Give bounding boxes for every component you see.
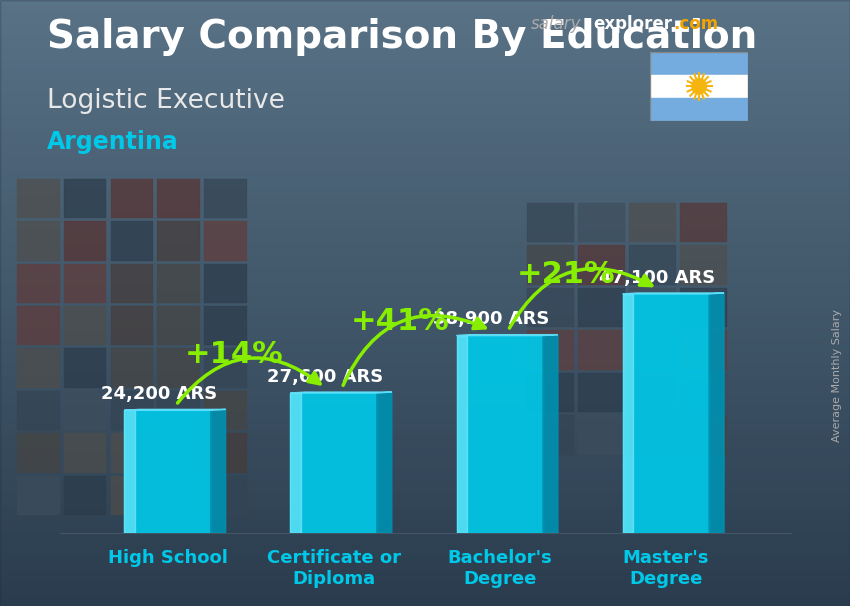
Bar	[456, 336, 467, 533]
Bar	[157, 221, 200, 261]
Bar	[157, 264, 200, 303]
Bar	[157, 391, 200, 430]
Polygon shape	[291, 392, 392, 393]
Bar	[124, 410, 134, 533]
Bar	[204, 306, 246, 345]
Bar	[629, 415, 676, 454]
Bar	[64, 264, 106, 303]
Text: .com: .com	[673, 15, 718, 33]
Bar	[124, 410, 211, 533]
Polygon shape	[456, 335, 558, 336]
Bar	[578, 288, 625, 327]
Bar	[527, 245, 574, 285]
Bar	[17, 433, 60, 473]
Bar	[291, 393, 301, 533]
Bar	[64, 221, 106, 261]
Text: 24,200 ARS: 24,200 ARS	[101, 385, 218, 403]
Text: Logistic Executive: Logistic Executive	[47, 88, 285, 114]
Bar	[204, 476, 246, 515]
Text: Salary Comparison By Education: Salary Comparison By Education	[47, 18, 757, 56]
Bar	[578, 373, 625, 412]
Bar	[527, 373, 574, 412]
Bar	[17, 391, 60, 430]
Bar	[64, 433, 106, 473]
Bar	[527, 330, 574, 370]
Bar	[204, 348, 246, 388]
Text: explorer: explorer	[593, 15, 672, 33]
Polygon shape	[377, 392, 392, 533]
Bar	[64, 391, 106, 430]
Text: +14%: +14%	[184, 340, 283, 369]
Bar	[578, 245, 625, 285]
Polygon shape	[211, 410, 225, 533]
Bar	[204, 391, 246, 430]
Bar	[64, 306, 106, 345]
Bar	[629, 330, 676, 370]
Bar	[291, 393, 377, 533]
Bar	[110, 221, 153, 261]
Bar	[629, 245, 676, 285]
Polygon shape	[623, 293, 724, 294]
Bar	[629, 203, 676, 242]
Bar	[157, 348, 200, 388]
Bar	[650, 52, 748, 75]
Bar	[680, 203, 727, 242]
Bar	[204, 264, 246, 303]
Bar	[157, 476, 200, 515]
Bar	[680, 373, 727, 412]
Bar	[64, 179, 106, 218]
Bar	[157, 433, 200, 473]
Bar	[629, 288, 676, 327]
Bar	[110, 306, 153, 345]
Text: Average Monthly Salary: Average Monthly Salary	[832, 309, 842, 442]
Circle shape	[692, 79, 706, 94]
Polygon shape	[543, 335, 558, 533]
Bar	[680, 288, 727, 327]
Bar	[110, 264, 153, 303]
Bar	[17, 306, 60, 345]
Bar	[527, 415, 574, 454]
Bar	[578, 415, 625, 454]
Bar	[110, 391, 153, 430]
Bar	[110, 179, 153, 218]
Bar	[204, 221, 246, 261]
Bar	[623, 294, 709, 533]
Bar	[64, 348, 106, 388]
Text: 47,100 ARS: 47,100 ARS	[599, 269, 716, 287]
Text: +21%: +21%	[517, 260, 615, 289]
Bar	[204, 433, 246, 473]
Bar	[17, 264, 60, 303]
Bar	[17, 348, 60, 388]
Bar	[17, 179, 60, 218]
Bar	[650, 75, 748, 98]
Polygon shape	[709, 293, 724, 533]
Bar	[110, 348, 153, 388]
Text: 27,600 ARS: 27,600 ARS	[267, 368, 383, 386]
Bar	[680, 330, 727, 370]
Bar	[204, 179, 246, 218]
Bar	[157, 179, 200, 218]
Bar	[157, 306, 200, 345]
Bar	[527, 203, 574, 242]
Bar	[110, 476, 153, 515]
Bar	[578, 203, 625, 242]
Text: salary: salary	[531, 15, 581, 33]
Bar	[623, 294, 633, 533]
Bar	[680, 415, 727, 454]
Bar	[680, 245, 727, 285]
Bar	[527, 288, 574, 327]
Bar	[629, 373, 676, 412]
Bar	[64, 476, 106, 515]
Bar	[578, 330, 625, 370]
Bar	[650, 98, 748, 121]
Bar	[17, 221, 60, 261]
Text: +41%: +41%	[351, 307, 450, 336]
Bar	[110, 433, 153, 473]
Bar	[456, 336, 543, 533]
Bar	[17, 476, 60, 515]
Text: Argentina: Argentina	[47, 130, 178, 155]
Text: 38,900 ARS: 38,900 ARS	[434, 310, 550, 328]
